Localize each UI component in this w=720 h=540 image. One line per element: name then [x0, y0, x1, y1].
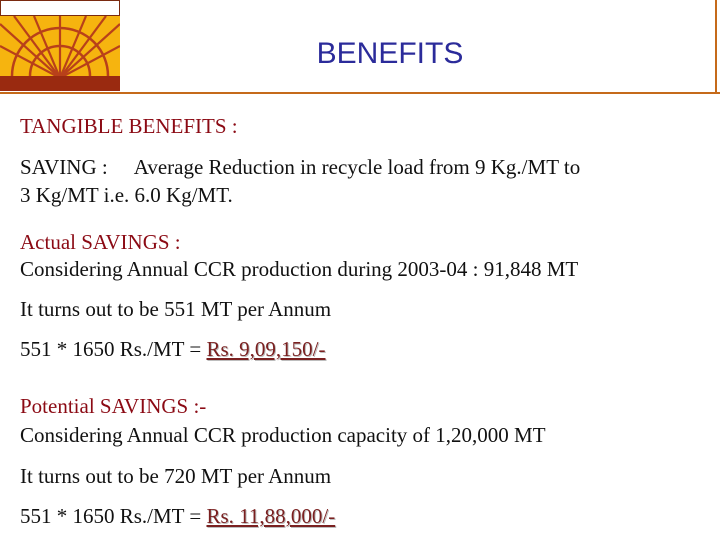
saving-label: SAVING :	[20, 155, 108, 179]
logo-sunburst-icon	[0, 16, 120, 76]
saving-text-2: 3 Kg/MT i.e. 6.0 Kg/MT.	[20, 183, 233, 207]
hindalco-logo	[0, 0, 122, 92]
actual-line: Considering Annual CCR production during…	[20, 257, 579, 281]
actual-turns-out: It turns out to be 551 MT per Annum	[20, 297, 332, 321]
potential-heading: Potential SAVINGS :-	[20, 394, 207, 418]
potential-calc-prefix: 551 * 1650 Rs./MT =	[20, 504, 207, 528]
header-rule	[0, 92, 720, 94]
potential-line: Considering Annual CCR production capaci…	[20, 423, 546, 447]
saving-line-1: SAVING : Average Reduction in recycle loa…	[20, 154, 580, 180]
logo-wordmark	[0, 0, 120, 16]
potential-calc-value: Rs. 11,88,000/-	[206, 504, 336, 528]
actual-heading: Actual SAVINGS :	[20, 230, 181, 254]
header-vertical-rule	[715, 0, 717, 92]
actual-calc: 551 * 1650 Rs./MT = Rs. 9,09,150/-	[20, 336, 326, 362]
actual-calc-prefix: 551 * 1650 Rs./MT =	[20, 337, 207, 361]
potential-turns-out: It turns out to be 720 MT per Annum	[20, 464, 332, 488]
tangible-heading: TANGIBLE BENEFITS :	[20, 114, 238, 138]
actual-calc-value: Rs. 9,09,150/-	[206, 337, 326, 361]
potential-calc: 551 * 1650 Rs./MT = Rs. 11,88,000/-	[20, 503, 335, 529]
slide-title: BENEFITS	[316, 37, 464, 70]
logo-group-label	[0, 76, 120, 91]
saving-text-1: Average Reduction in recycle load from 9…	[133, 155, 581, 179]
